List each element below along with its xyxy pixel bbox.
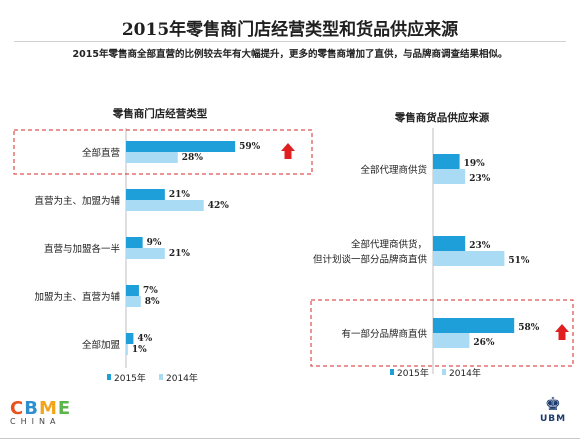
chart1-data-label-2014: 26% (473, 338, 495, 348)
chart0-data-label-2014: 21% (169, 249, 191, 259)
chart1-bar-2014 (433, 251, 505, 266)
chart0-bar-2015 (126, 189, 165, 200)
chart1-legend-swatch-2015 (390, 369, 394, 375)
chart1-category-label: 有一部分品牌商直供 (341, 328, 427, 340)
chart1-data-label-2014: 51% (508, 256, 530, 266)
chart1-data-label-2015: 58% (518, 323, 540, 333)
chart0-data-label-2015: 21% (169, 190, 191, 200)
chart0-data-label-2015: 59% (239, 142, 261, 152)
chart0-bar-2014 (126, 344, 128, 355)
chart0-data-label-2015: 4% (137, 334, 152, 344)
ubm-emblem-icon: ♚ (544, 394, 562, 415)
chart1-up-arrow-icon (555, 324, 569, 340)
chart0-category-label: 直营与加盟各一半 (44, 243, 120, 255)
chart1-legend-label-2015: 2015年 (397, 367, 429, 379)
chart0-bar-2015 (126, 141, 236, 152)
chart1-data-label-2015: 19% (464, 159, 486, 169)
chart0-highlight-box (13, 129, 313, 175)
chart0-data-label-2015: 7% (143, 286, 158, 296)
chart0-bar-2014 (126, 248, 165, 259)
chart0-category-label: 全部直营 (82, 147, 120, 159)
chart0-bar-2014 (126, 200, 204, 211)
chart0-category-label: 直营为主、加盟为辅 (34, 195, 120, 207)
cbme-logo: CBME CHINA (10, 398, 72, 426)
chart0-category-label: 加盟为主、直营为辅 (34, 291, 120, 303)
chart1-category-label: 全部代理商供货 (360, 164, 427, 176)
cbme-logo-sub: CHINA (10, 417, 61, 426)
chart0-legend-swatch-2014 (159, 374, 163, 380)
chart0-bar-2014 (126, 152, 178, 163)
ubm-logo: ♚ UBM (536, 396, 570, 436)
chart1-category-label: 全部代理商供货， (351, 239, 427, 251)
chart1-data-label-2015: 23% (469, 241, 491, 251)
chart0-up-arrow-icon (281, 143, 295, 159)
chart1-bar-2015 (433, 318, 515, 333)
chart0-bar-2014 (126, 296, 141, 307)
chart0-data-label-2015: 9% (147, 238, 162, 248)
chart0-legend-label-2015: 2015年 (114, 372, 146, 384)
chart0-data-label-2014: 42% (208, 201, 230, 211)
chart0-bar-2015 (126, 285, 139, 296)
ubm-logo-text: UBM (539, 414, 567, 424)
chart0-bar-2015 (126, 333, 134, 344)
chart0-data-label-2014: 1% (132, 345, 147, 355)
footer-divider (0, 438, 580, 439)
title-divider (14, 41, 566, 42)
left-chart-title: 零售商门店经营类型 (112, 108, 208, 120)
chart1-bar-2015 (433, 154, 460, 169)
chart1-bar-2015 (433, 236, 466, 251)
chart1-legend-swatch-2014 (442, 369, 446, 375)
page-title: 2015年零售商门店经营类型和货品供应来源 (121, 20, 459, 40)
chart1-bar-2014 (433, 169, 466, 184)
chart0-data-label-2014: 28% (182, 153, 204, 163)
right-chart-title: 零售商货品供应来源 (394, 112, 490, 124)
chart0-bar-2015 (126, 237, 143, 248)
page-subtitle: 2015年零售商全部直营的比例较去年有大幅提升，更多的零售商增加了直供，与品牌商… (72, 49, 508, 60)
chart0-legend-label-2014: 2014年 (166, 372, 198, 384)
chart1-highlight-box (310, 299, 574, 367)
chart1-data-label-2014: 23% (469, 174, 491, 184)
chart1-category-label: 但计划谈一部分品牌商直供 (313, 254, 428, 266)
chart1-legend-label-2014: 2014年 (449, 367, 481, 379)
chart0-category-label: 全部加盟 (82, 339, 121, 351)
chart1-bar-2014 (433, 333, 470, 348)
chart0-legend-swatch-2015 (107, 374, 111, 380)
chart0-data-label-2014: 8% (145, 297, 160, 307)
